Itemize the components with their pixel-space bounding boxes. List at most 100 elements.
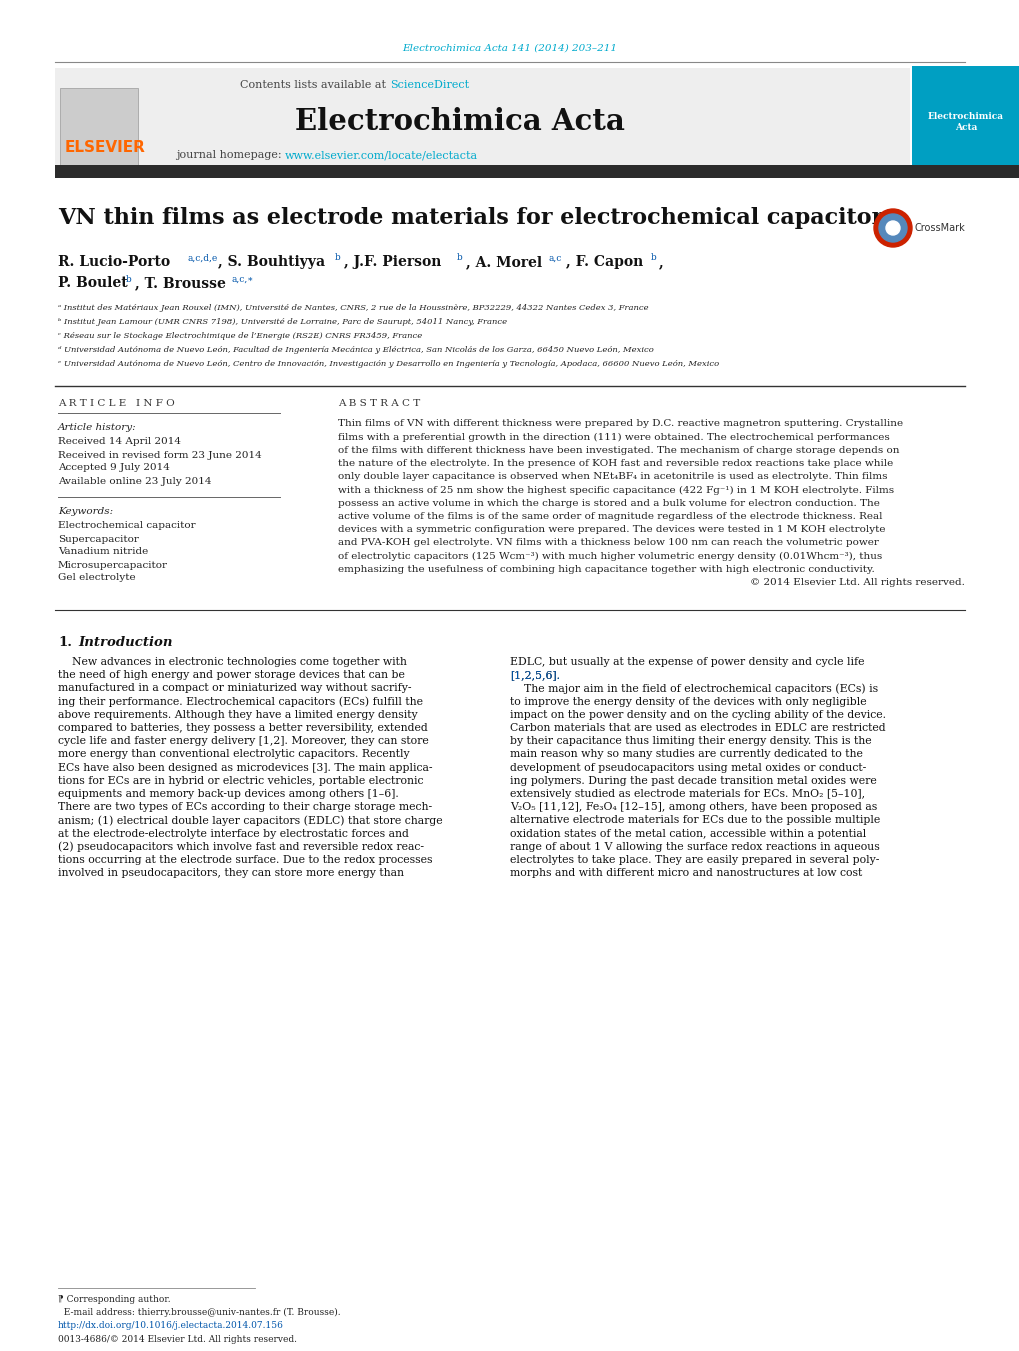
Text: 1.: 1. xyxy=(58,635,72,648)
Text: , J.F. Pierson: , J.F. Pierson xyxy=(343,255,441,269)
Text: ᵈ Universidad Autónoma de Nuevo León, Facultad de Ingeniería Mecánica y Eléctric: ᵈ Universidad Autónoma de Nuevo León, Fa… xyxy=(58,346,653,354)
Text: Electrochimica Acta: Electrochimica Acta xyxy=(294,108,625,136)
Text: Microsupercapacitor: Microsupercapacitor xyxy=(58,561,168,570)
Text: Received 14 April 2014: Received 14 April 2014 xyxy=(58,438,180,446)
Text: equipments and memory back-up devices among others [1–6].: equipments and memory back-up devices am… xyxy=(58,789,398,798)
Circle shape xyxy=(873,209,911,247)
Text: Electrochemical capacitor: Electrochemical capacitor xyxy=(58,521,196,531)
Text: active volume of the films is of the same order of magnitude regardless of the e: active volume of the films is of the sam… xyxy=(337,512,881,521)
Bar xyxy=(60,88,138,168)
Text: compared to batteries, they possess a better reversibility, extended: compared to batteries, they possess a be… xyxy=(58,723,427,734)
Text: devices with a symmetric configuration were prepared. The devices were tested in: devices with a symmetric configuration w… xyxy=(337,526,884,534)
Text: E-mail address: thierry.brousse@univ-nantes.fr (T. Brousse).: E-mail address: thierry.brousse@univ-nan… xyxy=(58,1308,340,1317)
Circle shape xyxy=(886,222,899,235)
Text: , A. Morel: , A. Morel xyxy=(466,255,541,269)
Text: New advances in electronic technologies come together with: New advances in electronic technologies … xyxy=(58,657,407,667)
Text: b: b xyxy=(334,254,340,262)
Text: manufactured in a compact or miniaturized way without sacrify-: manufactured in a compact or miniaturize… xyxy=(58,684,411,693)
Text: oxidation states of the metal cation, accessible within a potential: oxidation states of the metal cation, ac… xyxy=(510,828,865,839)
Text: b: b xyxy=(126,274,131,284)
Text: [1,2,5,6].: [1,2,5,6]. xyxy=(510,670,559,680)
Text: ᵃ Institut des Matériaux Jean Rouxel (IMN), Université de Nantes, CNRS, 2 rue de: ᵃ Institut des Matériaux Jean Rouxel (IM… xyxy=(58,304,648,312)
Text: development of pseudocapacitors using metal oxides or conduct-: development of pseudocapacitors using me… xyxy=(510,762,865,773)
Text: © 2014 Elsevier Ltd. All rights reserved.: © 2014 Elsevier Ltd. All rights reserved… xyxy=(749,578,964,586)
Text: ing polymers. During the past decade transition metal oxides were: ing polymers. During the past decade tra… xyxy=(510,775,876,786)
Text: the need of high energy and power storage devices that can be: the need of high energy and power storag… xyxy=(58,670,405,680)
Text: ELSEVIER: ELSEVIER xyxy=(64,141,146,155)
Text: V₂O₅ [11,12], Fe₃O₄ [12–15], among others, have been proposed as: V₂O₅ [11,12], Fe₃O₄ [12–15], among other… xyxy=(510,802,876,812)
Text: EDLC, but usually at the expense of power density and cycle life: EDLC, but usually at the expense of powe… xyxy=(510,657,864,667)
Text: http://dx.doi.org/10.1016/j.electacta.2014.07.156: http://dx.doi.org/10.1016/j.electacta.20… xyxy=(58,1321,283,1331)
Text: anism; (1) electrical double layer capacitors (EDLC) that store charge: anism; (1) electrical double layer capac… xyxy=(58,815,442,825)
Text: ing their performance. Electrochemical capacitors (ECs) fulfill the: ing their performance. Electrochemical c… xyxy=(58,696,423,707)
Text: There are two types of ECs according to their charge storage mech-: There are two types of ECs according to … xyxy=(58,802,432,812)
Text: CrossMark: CrossMark xyxy=(914,223,965,232)
Text: Introduction: Introduction xyxy=(77,635,172,648)
Text: and PVA-KOH gel electrolyte. VN films with a thickness below 100 nm can reach th: and PVA-KOH gel electrolyte. VN films wi… xyxy=(337,538,878,547)
Text: extensively studied as electrode materials for ECs. MnO₂ [5–10],: extensively studied as electrode materia… xyxy=(510,789,864,798)
Text: films with a preferential growth in the direction (111) were obtained. The elect: films with a preferential growth in the … xyxy=(337,432,889,442)
Text: ,: , xyxy=(658,255,663,269)
Text: to improve the energy density of the devices with only negligible: to improve the energy density of the dev… xyxy=(510,697,866,707)
Text: a,c: a,c xyxy=(548,254,561,262)
Text: possess an active volume in which the charge is stored and a bulk volume for ele: possess an active volume in which the ch… xyxy=(337,499,879,508)
Text: range of about 1 V allowing the surface redox reactions in aqueous: range of about 1 V allowing the surface … xyxy=(510,842,879,851)
Bar xyxy=(911,66,1019,168)
Text: Available online 23 July 2014: Available online 23 July 2014 xyxy=(58,477,211,485)
Text: impact on the power density and on the cycling ability of the device.: impact on the power density and on the c… xyxy=(510,709,886,720)
Text: journal homepage:: journal homepage: xyxy=(175,150,284,159)
Text: the nature of the electrolyte. In the presence of KOH fast and reversible redox : the nature of the electrolyte. In the pr… xyxy=(337,459,893,467)
Text: a,c,∗: a,c,∗ xyxy=(231,274,254,284)
Text: Keywords:: Keywords: xyxy=(58,508,113,516)
Text: cycle life and faster energy delivery [1,2]. Moreover, they can store: cycle life and faster energy delivery [1… xyxy=(58,736,428,746)
Text: 0013-4686/© 2014 Elsevier Ltd. All rights reserved.: 0013-4686/© 2014 Elsevier Ltd. All right… xyxy=(58,1335,297,1343)
Text: ᵉ Universidad Autónoma de Nuevo León, Centro de Innovación, Investigación y Desa: ᵉ Universidad Autónoma de Nuevo León, Ce… xyxy=(58,359,718,367)
Bar xyxy=(55,68,909,168)
Text: Carbon materials that are used as electrodes in EDLC are restricted: Carbon materials that are used as electr… xyxy=(510,723,884,734)
Text: with a thickness of 25 nm show the highest specific capacitance (422 Fg⁻¹) in 1 : with a thickness of 25 nm show the highe… xyxy=(337,485,894,494)
Text: only double layer capacitance is observed when NEt₄BF₄ in acetonitrile is used a: only double layer capacitance is observe… xyxy=(337,473,887,481)
Text: b: b xyxy=(650,254,656,262)
Text: by their capacitance thus limiting their energy density. This is the: by their capacitance thus limiting their… xyxy=(510,736,871,746)
Text: Supercapacitor: Supercapacitor xyxy=(58,535,139,543)
Text: Article history:: Article history: xyxy=(58,423,137,432)
Text: emphasizing the usefulness of combining high capacitance together with high elec: emphasizing the usefulness of combining … xyxy=(337,565,874,574)
Text: ECs have also been designed as microdevices [3]. The main applica-: ECs have also been designed as microdevi… xyxy=(58,762,432,773)
Text: ScienceDirect: ScienceDirect xyxy=(389,80,469,91)
Text: more energy than conventional electrolytic capacitors. Recently: more energy than conventional electrolyt… xyxy=(58,750,410,759)
Text: Thin films of VN with different thickness were prepared by D.C. reactive magnetr: Thin films of VN with different thicknes… xyxy=(337,420,902,428)
Text: morphs and with different micro and nanostructures at low cost: morphs and with different micro and nano… xyxy=(510,869,861,878)
Text: The major aim in the field of electrochemical capacitors (ECs) is: The major aim in the field of electroche… xyxy=(510,684,877,693)
Text: at the electrode-electrolyte interface by electrostatic forces and: at the electrode-electrolyte interface b… xyxy=(58,828,409,839)
Text: A B S T R A C T: A B S T R A C T xyxy=(337,400,420,408)
Text: above requirements. Although they have a limited energy density: above requirements. Although they have a… xyxy=(58,709,417,720)
Text: , F. Capon: , F. Capon xyxy=(566,255,643,269)
Text: R. Lucio-Porto: R. Lucio-Porto xyxy=(58,255,170,269)
Text: Accepted 9 July 2014: Accepted 9 July 2014 xyxy=(58,463,170,473)
Text: ᶜ Réseau sur le Stockage Electrochimique de l’Energie (RS2E) CNRS FR3459, France: ᶜ Réseau sur le Stockage Electrochimique… xyxy=(58,332,422,340)
Text: P. Boulet: P. Boulet xyxy=(58,276,127,290)
Text: Vanadium nitride: Vanadium nitride xyxy=(58,547,148,557)
Text: [1,2,5,6].: [1,2,5,6]. xyxy=(510,670,559,680)
Circle shape xyxy=(878,213,906,242)
Text: Gel electrolyte: Gel electrolyte xyxy=(58,574,136,582)
Text: Received in revised form 23 June 2014: Received in revised form 23 June 2014 xyxy=(58,450,262,459)
Text: alternative electrode materials for ECs due to the possible multiple: alternative electrode materials for ECs … xyxy=(510,816,879,825)
Text: electrolytes to take place. They are easily prepared in several poly-: electrolytes to take place. They are eas… xyxy=(510,855,878,865)
Text: of the films with different thickness have been investigated. The mechanism of c: of the films with different thickness ha… xyxy=(337,446,899,455)
Text: involved in pseudocapacitors, they can store more energy than: involved in pseudocapacitors, they can s… xyxy=(58,869,404,878)
Text: (2) pseudocapacitors which involve fast and reversible redox reac-: (2) pseudocapacitors which involve fast … xyxy=(58,842,424,852)
Text: Electrochimica Acta 141 (2014) 203–211: Electrochimica Acta 141 (2014) 203–211 xyxy=(403,43,616,53)
Text: ᵇ Institut Jean Lamour (UMR CNRS 7198), Université de Lorraine, Parc de Saurupt,: ᵇ Institut Jean Lamour (UMR CNRS 7198), … xyxy=(58,317,506,326)
Text: VN thin films as electrode materials for electrochemical capacitors: VN thin films as electrode materials for… xyxy=(58,207,895,230)
Text: tions for ECs are in hybrid or electric vehicles, portable electronic: tions for ECs are in hybrid or electric … xyxy=(58,775,423,786)
Bar xyxy=(55,165,1019,178)
Text: a,c,d,e: a,c,d,e xyxy=(187,254,218,262)
Text: tions occurring at the electrode surface. Due to the redox processes: tions occurring at the electrode surface… xyxy=(58,855,432,865)
Text: b: b xyxy=(457,254,463,262)
Text: , T. Brousse: , T. Brousse xyxy=(135,276,225,290)
Text: ⁋ Corresponding author.: ⁋ Corresponding author. xyxy=(58,1296,170,1305)
Text: A R T I C L E   I N F O: A R T I C L E I N F O xyxy=(58,400,174,408)
Text: main reason why so many studies are currently dedicated to the: main reason why so many studies are curr… xyxy=(510,750,862,759)
Text: Contents lists available at: Contents lists available at xyxy=(240,80,389,91)
